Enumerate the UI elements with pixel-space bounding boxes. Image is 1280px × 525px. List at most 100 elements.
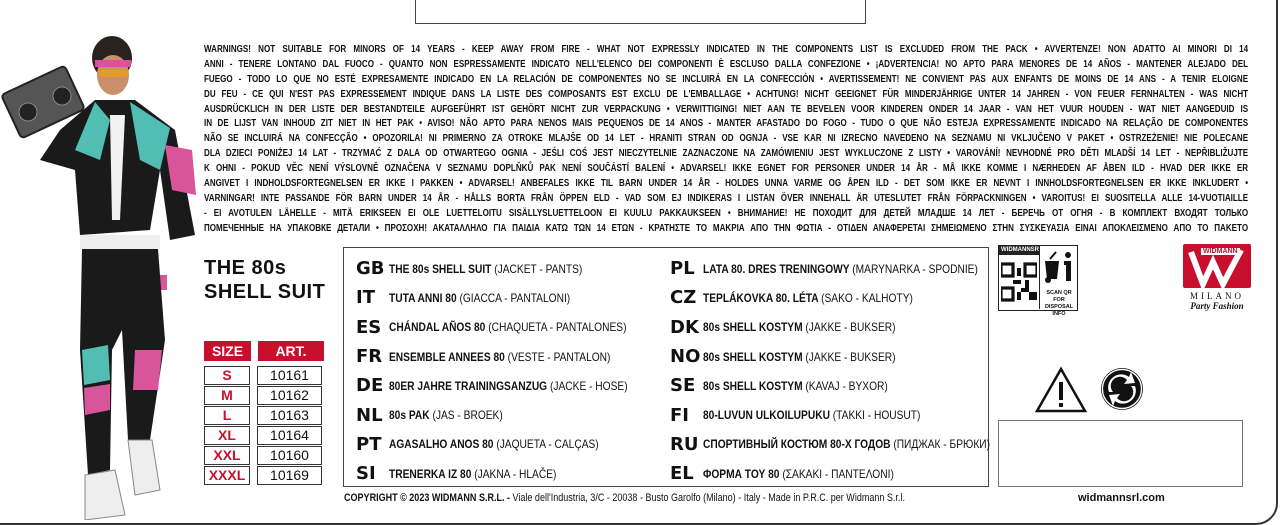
size-row: S 10161 xyxy=(204,366,324,385)
product-components: (JAS - BROEK) xyxy=(432,408,503,423)
translation-row: NL 80s PAK (JAS - BROEK) xyxy=(356,400,670,429)
size-value: XL xyxy=(204,426,250,445)
product-components: (CHAQUETA - PANTALONES) xyxy=(488,320,627,335)
product-components: (JAKNA - HLAČE) xyxy=(474,466,557,481)
copyright-address: Viale dell'Industria, 3/C - 20038 - Bust… xyxy=(510,492,905,504)
product-components: (ΣΑΚΑΚΙ - ΠΑΝΤΕΛΟΝΙ) xyxy=(782,466,894,481)
product-components: (JAKKE - BUKSER) xyxy=(805,320,896,335)
website-link[interactable]: widmannsrl.com xyxy=(1078,492,1165,504)
language-code: FI xyxy=(670,404,689,426)
qr-badge-header: WIDMANNSRL.COM xyxy=(999,246,1059,255)
translation-row: PT AGASALHO ANOS 80 (JAQUETA - CALÇAS) xyxy=(356,430,670,459)
qr-caption-line2: DISPOSAL INFO xyxy=(1044,304,1074,317)
product-name: ΦΟΡΜΑ ΤΟΥ 80 xyxy=(703,466,780,481)
art-number: 10162 xyxy=(257,386,322,405)
art-number: 10161 xyxy=(257,366,322,385)
product-components: (TAKKI - HOUSUT) xyxy=(832,408,921,423)
warning-line: AUSDRÜCKLICH IN DER LISTE DER BESTANDTEI… xyxy=(204,103,1249,115)
warning-line: VARNINGAR! INTE PASSANDE FÖR BARN UNDER … xyxy=(204,192,1249,204)
product-name: 80s SHELL KOSTYM xyxy=(703,378,803,393)
size-table: SIZE ART. S 10161 M 10162 L 10163 XL 10164 XXL 10… xyxy=(204,341,324,486)
language-code: IT xyxy=(356,287,375,309)
product-components: (JAQUETA - CALÇAS) xyxy=(496,437,599,452)
language-code: DK xyxy=(670,316,699,338)
product-name: CHÁNDAL AÑOS 80 xyxy=(389,320,486,335)
translation-row: DE 80ER JAHRE TRAININGSANZUG (JACKE - HOS… xyxy=(356,371,670,400)
top-label-box xyxy=(415,0,866,24)
warning-line: ANGIVET I INDHOLDSFORTEGNELSEN ER IKKE I… xyxy=(204,178,1249,190)
product-name: СПОРТИВНЫЙ КОСТЮМ 80-Х ГОДОВ xyxy=(703,437,891,452)
product-components: (ПИДЖАК - БРЮКИ) xyxy=(893,437,991,452)
warning-line: - EI AVOTULEN LÄHELLE - MITÄ ERIKSEEN EI… xyxy=(204,207,1249,219)
widmann-logo: WIDMANN MILANO Party Fashion xyxy=(1183,244,1251,314)
translation-row: FI 80-LUVUN ULKOILUPUKU (TAKKI - HOUSUT) xyxy=(670,400,1041,429)
language-code: PL xyxy=(670,258,695,280)
product-title-line1: THE 80s xyxy=(204,257,287,279)
size-header: SIZE xyxy=(204,341,251,361)
product-name: TUTA ANNI 80 xyxy=(389,290,457,305)
brand-name: WIDMANN xyxy=(1201,248,1240,255)
copyright-line: COPYRIGHT © 2023 WIDMANN S.R.L. - Viale … xyxy=(344,492,905,504)
translation-row: SE 80s SHELL KOSTYM (KAVAJ - BYXOR) xyxy=(670,371,1041,400)
size-row: XL 10164 xyxy=(204,426,324,445)
qr-caption-line1: SCAN QR FOR xyxy=(1046,290,1072,303)
safety-warnings: WARNINGS! NOT SUITABLE FOR MINORS OF 14 … xyxy=(204,43,1248,237)
product-components: (MARYNARKA - SPODNIE) xyxy=(852,261,978,276)
copyright-bold: COPYRIGHT © 2023 WIDMANN S.R.L. - xyxy=(344,492,511,504)
language-code: NL xyxy=(356,404,383,426)
language-code: SE xyxy=(670,375,696,397)
translation-row: FR ENSEMBLE ANNEES 80 (VESTE - PANTALON) xyxy=(356,342,670,371)
size-row: XXL 10160 xyxy=(204,446,324,465)
translation-row: CZ TEPLÁKOVKA 80. LÉTA (SAKO - KALHOTY) xyxy=(670,283,1041,312)
translation-row: NO 80s SHELL KOSTYM (JAKKE - BUKSER) xyxy=(670,342,1041,371)
product-name: TEPLÁKOVKA 80. LÉTA xyxy=(703,290,819,305)
warning-line: K OHNI - POKUD VĚC NENÍ VÝSLOVNĚ OZNAČEN… xyxy=(204,163,1249,175)
art-number: 10160 xyxy=(257,446,322,465)
product-name: ENSEMBLE ANNEES 80 xyxy=(389,349,505,364)
product-components: (SAKO - KALHOTY) xyxy=(821,290,913,305)
product-name: TRENERKA IZ 80 xyxy=(389,466,472,481)
bin-info-icon xyxy=(1045,251,1071,283)
size-value: XXL xyxy=(204,446,250,465)
disposal-qr-badge[interactable]: WIDMANNSRL.COM SCAN QR FOR DISPOSAL INFO xyxy=(998,245,1078,317)
product-name: 80ER JAHRE TRAININGSANZUG xyxy=(389,378,548,393)
translation-row: GB THE 80s SHELL SUIT (JACKET - PANTS) xyxy=(356,254,670,283)
qr-code-icon xyxy=(1001,262,1037,302)
product-components: (GIACCA - PANTALONI) xyxy=(459,290,571,305)
product-title-line2: SHELL SUIT xyxy=(204,281,326,303)
language-code: EL xyxy=(670,463,694,485)
product-components: (KAVAJ - BYXOR) xyxy=(805,378,888,393)
product-name: 80s PAK xyxy=(389,408,430,423)
product-name: 80s SHELL KOSTYM xyxy=(703,320,803,335)
brand-tagline: Party Fashion xyxy=(1190,301,1244,311)
language-code: RU xyxy=(670,433,699,455)
language-code: PT xyxy=(356,433,382,455)
translation-row: EL ΦΟΡΜΑ ΤΟΥ 80 (ΣΑΚΑΚΙ - ΠΑΝΤΕΛΟΝΙ) xyxy=(670,459,1041,488)
warning-line: IN DE LIJST VAN INHOUD ZIT NIET IN HET P… xyxy=(204,118,1249,130)
costume-model-image xyxy=(1,36,196,520)
translation-row: IT TUTA ANNI 80 (GIACCA - PANTALONI) xyxy=(356,283,670,312)
art-number: 10163 xyxy=(257,406,322,425)
product-name-translations: GB THE 80s SHELL SUIT (JACKET - PANTS) IT T… xyxy=(343,247,990,488)
warning-line: ПОМЕЧЕННЫЕ НА УПАКОВКЕ ДЕТАЛИ • ΠΡΟΣΟΧΗ!… xyxy=(204,222,1249,234)
product-components: (JACKE - HOSE) xyxy=(549,378,628,393)
size-value: M xyxy=(204,386,250,405)
warning-line: FUEGO - TODO LO QUE NO ESTÉ EXPRESAMENTE… xyxy=(204,73,1249,85)
warning-line: NÃO SE INCLUIRÁ NA CONFECÇÃO • OPOZORILA… xyxy=(204,133,1249,145)
language-code: SI xyxy=(356,463,376,485)
language-code: ES xyxy=(356,316,382,338)
language-code: GB xyxy=(356,258,385,280)
translation-row: SI TRENERKA IZ 80 (JAKNA - HLAČE) xyxy=(356,459,670,488)
size-value: S xyxy=(204,366,250,385)
translation-row: ES CHÁNDAL AÑOS 80 (CHAQUETA - PANTALONES… xyxy=(356,313,670,342)
warning-line: ANNI - TENERE LONTANO DAL FUOCO - QUANTO… xyxy=(204,58,1249,70)
barcode-label-area xyxy=(998,420,1243,487)
art-header: ART. xyxy=(258,341,324,361)
size-value: L xyxy=(204,406,250,425)
translation-row: RU СПОРТИВНЫЙ КОСТЮМ 80-Х ГОДОВ (ПИДЖАК -… xyxy=(670,430,1041,459)
warning-triangle-icon xyxy=(1034,366,1088,413)
product-name: 80s SHELL KOSTYM xyxy=(703,349,803,364)
warning-line: DU FEU - CE QUI N'EST PAS EXPRESSEMENT I… xyxy=(204,88,1249,100)
language-code: DE xyxy=(356,375,384,397)
product-title: THE 80s SHELL SUIT xyxy=(204,256,325,304)
